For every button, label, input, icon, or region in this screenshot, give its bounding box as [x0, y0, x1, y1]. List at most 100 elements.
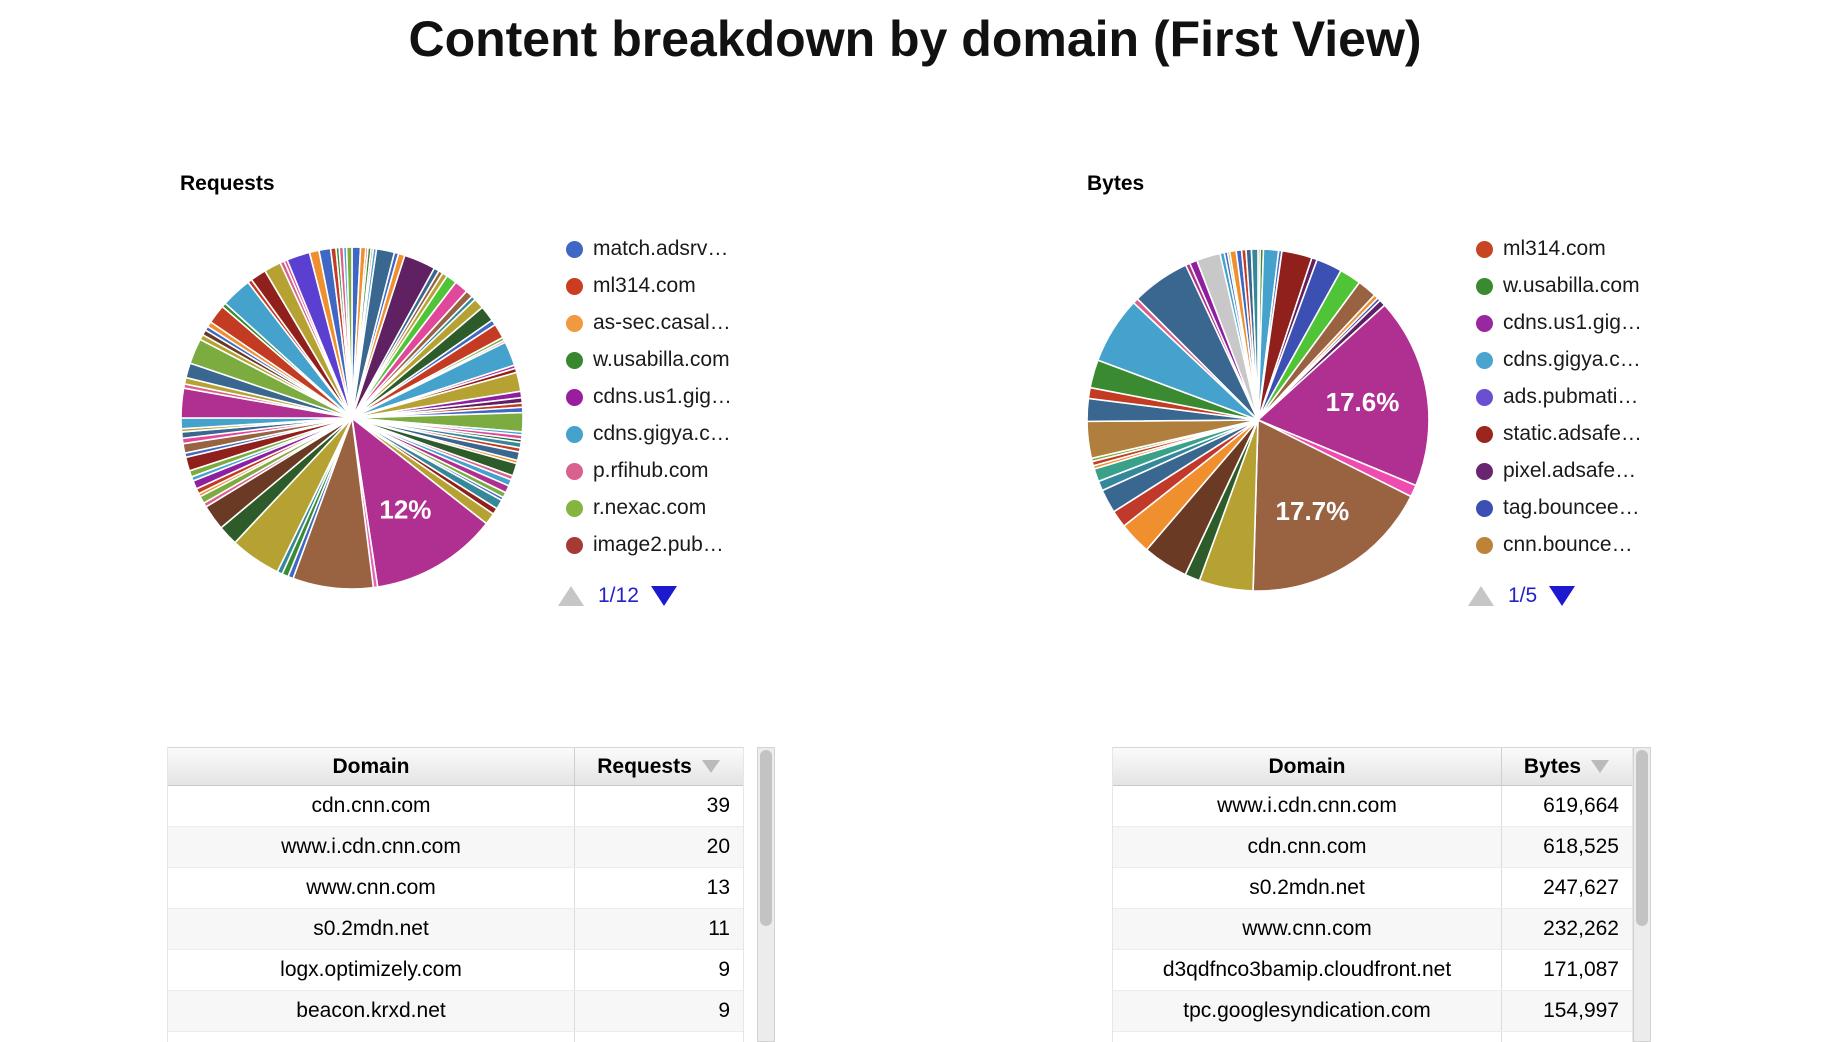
requests-legend: match.adsrv… ml314.com as-sec.casal… w.usab… [566, 237, 732, 571]
scrollbar-thumb[interactable] [1636, 750, 1648, 926]
value-cell: 39 [574, 786, 742, 826]
value-cell: 13 [574, 868, 742, 908]
domain-cell: cdn.cnn.com [311, 794, 431, 817]
bytes-table-header-row: Domain Bytes [1113, 747, 1632, 786]
requests-chart-heading: Requests [180, 172, 275, 195]
bytes-table-header-domain[interactable]: Domain [1268, 754, 1346, 778]
legend-page-down-icon[interactable] [650, 586, 677, 606]
bytes-table: Domain Bytes www.i.cdn.cnn.com 619,664 cdn.c… [1112, 747, 1633, 1042]
legend-label: w.usabilla.com [593, 348, 730, 371]
legend-page-indicator: 1/5 [1508, 584, 1538, 607]
legend-label: tag.bouncee… [1503, 496, 1640, 519]
requests-table-row[interactable]: beacon.krxd.net 9 [168, 991, 743, 1032]
legend-label: static.adsafe… [1503, 422, 1642, 445]
value-cell: 9 [574, 991, 742, 1031]
requests-legend-item[interactable]: cdns.us1.gig… [566, 385, 732, 408]
requests-legend-item[interactable]: cdns.gigya.c… [566, 422, 732, 445]
requests-table-row[interactable]: www.i.cdn.cnn.com 20 [168, 827, 743, 868]
legend-color-dot [566, 351, 583, 369]
legend-label: ml314.com [593, 274, 696, 297]
requests-table-header-requests[interactable]: Requests [574, 748, 742, 785]
legend-label: cdns.us1.gig… [1503, 311, 1642, 334]
legend-color-dot [1476, 351, 1493, 369]
value-cell [1501, 1032, 1631, 1042]
requests-table: Domain Requests cdn.cnn.com 39 www.i.cdn.cnn… [167, 747, 744, 1042]
domain-cell: www.cnn.com [306, 876, 436, 899]
requests-table-row[interactable]: s0.2mdn.net 11 [168, 909, 743, 950]
value-cell: 619,664 [1501, 786, 1631, 826]
bytes-pie-slice[interactable] [1250, 248, 1259, 421]
legend-label: image2.pub… [593, 533, 724, 556]
requests-table-row[interactable]: logx.optimizely.com 9 [168, 950, 743, 991]
bytes-pie-slice[interactable] [1252, 418, 1413, 592]
legend-page-indicator: 1/12 [598, 584, 639, 607]
slice-percent-label: 17.7% [1276, 496, 1350, 526]
bytes-table-row-partial[interactable] [1113, 1032, 1632, 1042]
page-title: Content breakdown by domain (First View) [408, 11, 1422, 67]
value-cell: 618,525 [1501, 827, 1631, 867]
requests-table-header-row: Domain Requests [168, 747, 743, 786]
legend-color-dot [566, 536, 583, 554]
bytes-table-row[interactable]: www.cnn.com 232,262 [1113, 909, 1632, 950]
bytes-legend-item[interactable]: static.adsafe… [1476, 422, 1642, 445]
bytes-table-row[interactable]: tpc.googlesyndication.com 154,997 [1113, 991, 1632, 1032]
domain-cell: logx.optimizely.com [280, 958, 462, 981]
legend-label: pixel.adsafe… [1503, 459, 1637, 482]
bytes-legend-item[interactable]: ml314.com [1476, 237, 1642, 260]
legend-color-dot [1476, 499, 1493, 517]
legend-page-down-icon[interactable] [1549, 586, 1576, 606]
legend-label: match.adsrv… [593, 237, 729, 260]
bytes-table-row[interactable]: d3qdfnco3bamip.cloudfront.net 171,087 [1113, 950, 1632, 991]
requests-table-row[interactable]: www.cnn.com 13 [168, 868, 743, 909]
requests-table-row-partial[interactable] [168, 1032, 743, 1042]
legend-page-up-icon [1468, 586, 1494, 606]
slice-percent-label: 12% [379, 495, 431, 525]
bytes-legend-item[interactable]: w.usabilla.com [1476, 274, 1642, 297]
requests-legend-item[interactable]: image2.pub… [566, 533, 732, 556]
slice-percent-label: 17.6% [1326, 387, 1400, 417]
domain-cell: s0.2mdn.net [313, 917, 429, 940]
legend-label: as-sec.casal… [593, 311, 731, 334]
requests-legend-item[interactable]: p.rfihub.com [566, 459, 732, 482]
bytes-table-scrollbar[interactable] [1633, 747, 1651, 1042]
bytes-legend-item[interactable]: cdns.us1.gig… [1476, 311, 1642, 334]
legend-color-dot [1476, 240, 1493, 258]
bytes-legend-item[interactable]: cnn.bounce… [1476, 533, 1642, 556]
requests-legend-item[interactable]: match.adsrv… [566, 237, 732, 260]
legend-label: ads.pubmati… [1503, 385, 1639, 408]
legend-label: w.usabilla.com [1503, 274, 1640, 297]
bytes-legend-item[interactable]: tag.bouncee… [1476, 496, 1642, 519]
bytes-legend-item[interactable]: cdns.gigya.c… [1476, 348, 1642, 371]
requests-table-row[interactable]: cdn.cnn.com 39 [168, 786, 743, 827]
requests-legend-item[interactable]: ml314.com [566, 274, 732, 297]
bytes-legend-item[interactable]: pixel.adsafe… [1476, 459, 1642, 482]
requests-pie-slice[interactable] [350, 416, 488, 588]
requests-pie-slice[interactable] [345, 246, 353, 419]
value-cell: 11 [574, 909, 742, 949]
bytes-table-row[interactable]: www.i.cdn.cnn.com 619,664 [1113, 786, 1632, 827]
bytes-table-row[interactable]: cdn.cnn.com 618,525 [1113, 827, 1632, 868]
legend-color-dot [566, 388, 583, 406]
bytes-table-row[interactable]: s0.2mdn.net 247,627 [1113, 868, 1632, 909]
bytes-legend-item[interactable]: ads.pubmati… [1476, 385, 1642, 408]
domain-cell: www.i.cdn.cnn.com [281, 835, 461, 858]
scrollbar-thumb[interactable] [760, 750, 772, 926]
sort-descending-icon [701, 760, 720, 773]
legend-color-dot [566, 277, 583, 295]
bytes-legend-pager: 1/5 [1468, 584, 1576, 608]
legend-color-dot [566, 425, 583, 443]
requests-legend-item[interactable]: as-sec.casal… [566, 311, 732, 334]
legend-page-up-icon [558, 586, 584, 606]
requests-legend-item[interactable]: w.usabilla.com [566, 348, 732, 371]
bytes-table-header-bytes[interactable]: Bytes [1501, 748, 1631, 785]
requests-table-scrollbar[interactable] [757, 747, 775, 1042]
bytes-chart-heading: Bytes [1087, 172, 1145, 195]
bytes-pie-slice[interactable] [1256, 304, 1430, 487]
requests-legend-item[interactable]: r.nexac.com [566, 496, 732, 519]
legend-color-dot [566, 462, 583, 480]
legend-color-dot [566, 314, 583, 332]
value-cell: 232,262 [1501, 909, 1631, 949]
bytes-pie-chart: 17.6% 17.7% [1086, 248, 1430, 592]
legend-label: cdns.us1.gig… [593, 385, 732, 408]
requests-table-header-domain[interactable]: Domain [332, 754, 410, 778]
